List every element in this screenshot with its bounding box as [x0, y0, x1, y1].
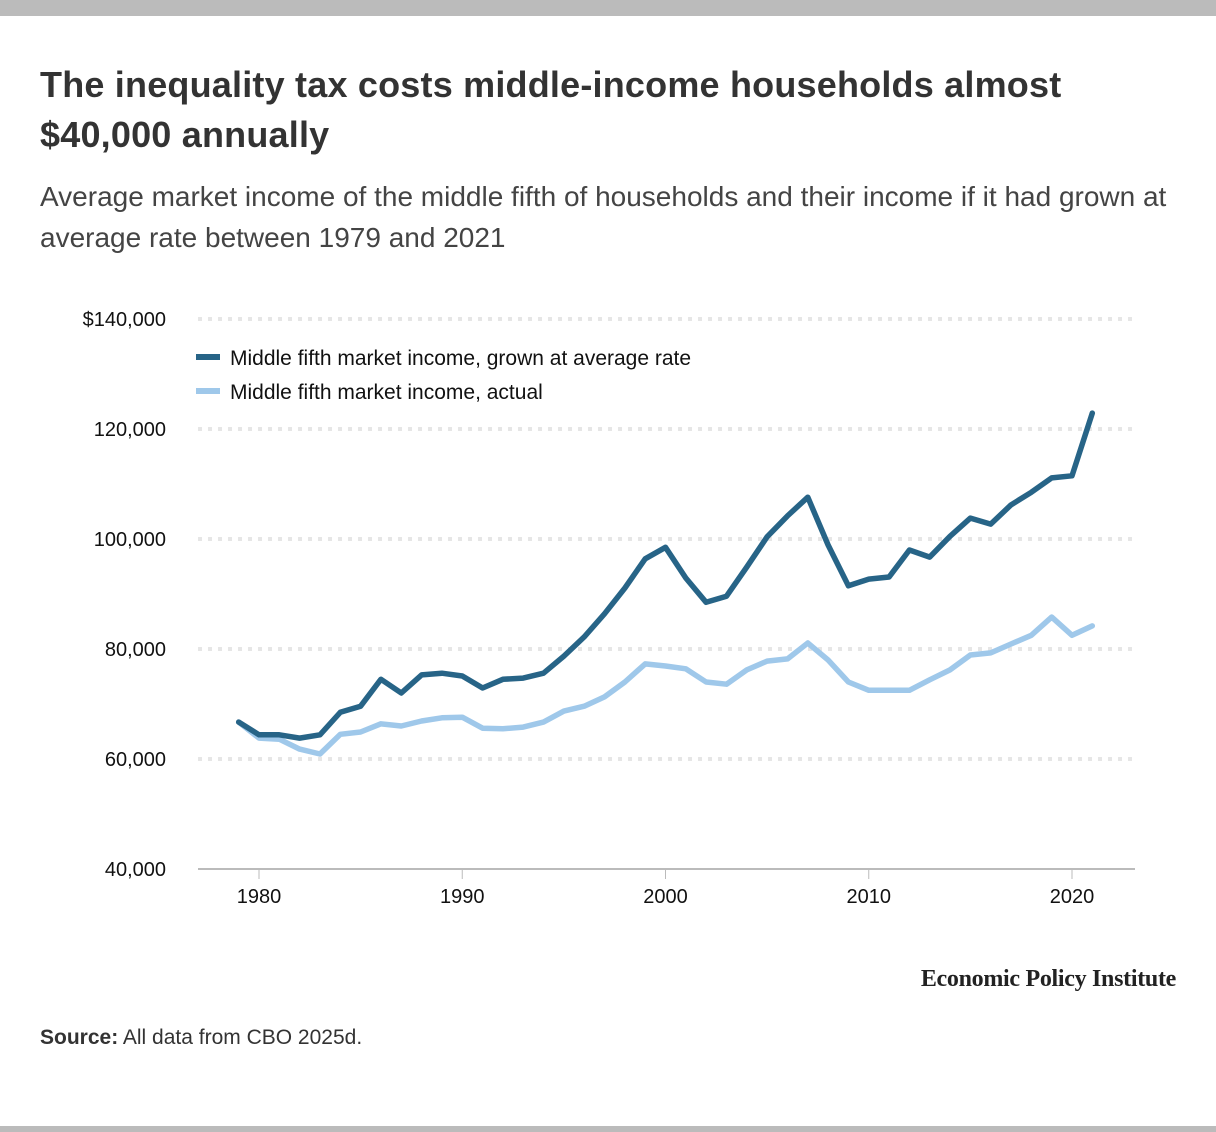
- x-tick-label: 2000: [643, 886, 688, 908]
- source-text: All data from CBO 2025d.: [118, 1026, 363, 1049]
- legend-swatch-grown: [196, 354, 220, 360]
- line-chart: $140,000 120,000 100,000 80,000 60,000 40,000…: [83, 309, 1135, 908]
- x-axis: 1980 1990 2000 2010 2020: [198, 868, 1135, 908]
- legend-swatch-actual: [196, 388, 220, 394]
- y-tick-label: 40,000: [105, 859, 166, 881]
- brand-logo: Economic Policy Institute: [920, 966, 1176, 992]
- chart-subtitle: Average market income of the middle fift…: [40, 181, 1167, 253]
- y-axis: $140,000 120,000 100,000 80,000 60,000 40,000: [83, 309, 166, 881]
- y-tick-label: $140,000: [83, 309, 166, 331]
- y-tick-label: 80,000: [105, 639, 166, 661]
- x-tick-label: 2010: [847, 886, 892, 908]
- legend-label-actual: Middle fifth market income, actual: [230, 381, 543, 404]
- series-lines: [235, 410, 1096, 757]
- legend-label-grown: Middle fifth market income, grown at ave…: [230, 347, 691, 370]
- x-tick-label: 2020: [1050, 886, 1095, 908]
- x-tick-label: 1990: [440, 886, 485, 908]
- top-frame-bar: [0, 0, 1216, 16]
- chart-title: The inequality tax costs middle-income h…: [40, 64, 1062, 155]
- source-label: Source:: [40, 1026, 119, 1049]
- gridlines: [198, 317, 1135, 761]
- series-line-actual: [235, 614, 1096, 757]
- y-tick-label: 100,000: [94, 529, 166, 551]
- series-line-grown: [235, 410, 1096, 741]
- x-tick-label: 1980: [237, 886, 282, 908]
- bottom-frame-bar: [0, 1126, 1216, 1132]
- source-note: Source: All data from CBO 2025d.: [40, 1026, 362, 1050]
- y-tick-label: 60,000: [105, 749, 166, 771]
- y-tick-label: 120,000: [94, 419, 166, 441]
- legend: Middle fifth market income, grown at ave…: [196, 347, 691, 404]
